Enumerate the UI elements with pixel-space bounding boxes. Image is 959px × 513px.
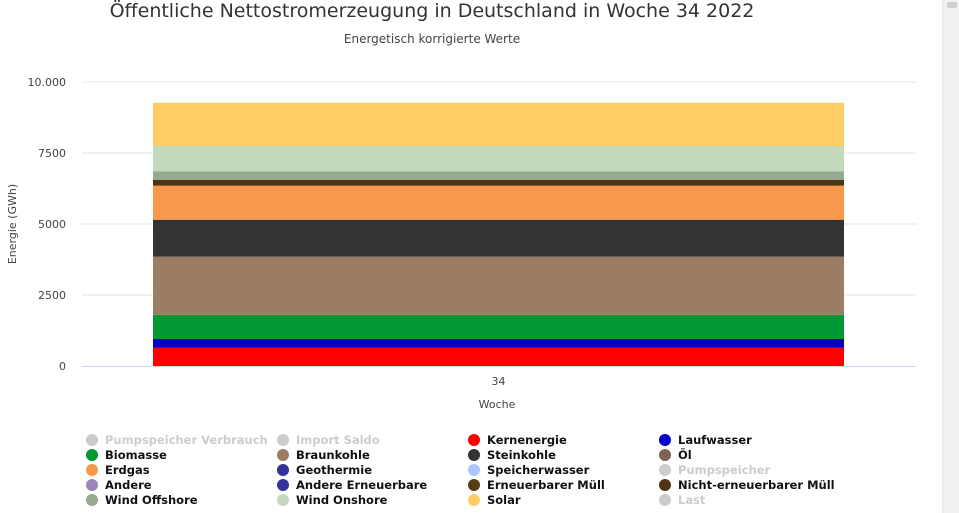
y-tick-label: 10.000 bbox=[28, 76, 67, 89]
legend-label: Erneuerbarer Müll bbox=[487, 477, 605, 492]
legend: Pumpspeicher Verbrauch Import Saldo Kernen… bbox=[86, 432, 866, 507]
legend-marker-icon bbox=[659, 433, 671, 446]
bar-stack bbox=[153, 102, 844, 366]
legend-marker-icon bbox=[277, 448, 289, 461]
legend-marker-icon bbox=[659, 463, 671, 476]
legend-marker-icon bbox=[659, 448, 671, 461]
legend-marker-icon bbox=[659, 478, 671, 491]
chart-subtitle: Energetisch korrigierte Werte bbox=[344, 32, 520, 46]
y-axis-label: Energie (GWh) bbox=[6, 184, 19, 264]
legend-item[interactable]: Nicht-erneuerbarer Müll bbox=[659, 477, 850, 492]
bar-segment-nicht-erneuerbarer-müll[interactable] bbox=[153, 179, 844, 186]
bar-segment-wind-offshore[interactable] bbox=[153, 171, 844, 180]
legend-item[interactable]: Laufwasser bbox=[659, 432, 850, 447]
legend-marker-icon bbox=[468, 463, 480, 476]
bar-segment-braunkohle[interactable] bbox=[153, 256, 844, 315]
legend-marker-icon bbox=[659, 493, 671, 506]
scrollbar[interactable] bbox=[942, 0, 959, 513]
legend-item[interactable]: Last bbox=[659, 492, 850, 507]
legend-marker-icon bbox=[277, 493, 289, 506]
legend-item[interactable]: Wind Onshore bbox=[277, 492, 468, 507]
legend-marker-icon bbox=[86, 463, 98, 476]
legend-label: Geothermie bbox=[296, 462, 373, 477]
legend-marker-icon bbox=[86, 448, 98, 461]
legend-label: Solar bbox=[487, 492, 521, 507]
bar-segment-biomasse[interactable] bbox=[153, 314, 844, 340]
scrollbar-thumb[interactable] bbox=[947, 2, 957, 8]
legend-label: Pumpspeicher Verbrauch bbox=[105, 432, 268, 447]
x-axis-label: Woche bbox=[479, 398, 516, 411]
legend-label: Wind Offshore bbox=[105, 492, 198, 507]
legend-label: Steinkohle bbox=[487, 447, 556, 462]
bar-segment-erdgas[interactable] bbox=[153, 185, 844, 220]
legend-marker-icon bbox=[468, 493, 480, 506]
chart-title: Öffentliche Nettostromerzeugung in Deuts… bbox=[110, 0, 755, 22]
legend-marker-icon bbox=[468, 433, 480, 446]
legend-item[interactable]: Kernenergie bbox=[468, 432, 659, 447]
legend-item[interactable]: Wind Offshore bbox=[86, 492, 277, 507]
legend-marker-icon bbox=[277, 433, 289, 446]
legend-item[interactable]: Andere bbox=[86, 477, 277, 492]
legend-item[interactable]: Erdgas bbox=[86, 462, 277, 477]
bar-segment-laufwasser[interactable] bbox=[153, 339, 844, 348]
legend-marker-icon bbox=[468, 448, 480, 461]
y-tick-label: 5000 bbox=[38, 218, 66, 231]
legend-item[interactable]: Steinkohle bbox=[468, 447, 659, 462]
legend-label: Braunkohle bbox=[296, 447, 370, 462]
legend-label: Speicherwasser bbox=[487, 462, 590, 477]
legend-marker-icon bbox=[86, 433, 98, 446]
bar-segment-kernenergie[interactable] bbox=[153, 347, 844, 366]
x-axis-ticks: 34 bbox=[492, 375, 506, 388]
chart: Öffentliche Nettostromerzeugung in Deuts… bbox=[6, 0, 916, 411]
y-tick-label: 0 bbox=[59, 360, 66, 373]
legend-marker-icon bbox=[277, 478, 289, 491]
legend-item[interactable]: Speicherwasser bbox=[468, 462, 659, 477]
legend-item[interactable]: Geothermie bbox=[277, 462, 468, 477]
legend-label: Öl bbox=[678, 447, 692, 462]
legend-item[interactable]: Import Saldo bbox=[277, 432, 468, 447]
legend-label: Nicht-erneuerbarer Müll bbox=[678, 477, 835, 492]
legend-label: Last bbox=[678, 492, 706, 507]
legend-label: Laufwasser bbox=[678, 432, 752, 447]
legend-label: Kernenergie bbox=[487, 432, 567, 447]
legend-label: Pumpspeicher bbox=[678, 462, 771, 477]
legend-label: Import Saldo bbox=[296, 432, 380, 447]
legend-label: Erdgas bbox=[105, 462, 150, 477]
legend-marker-icon bbox=[86, 478, 98, 491]
legend-item[interactable]: Andere Erneuerbare bbox=[277, 477, 468, 492]
legend-marker-icon bbox=[277, 463, 289, 476]
x-tick-label: 34 bbox=[492, 375, 506, 388]
legend-label: Andere Erneuerbare bbox=[296, 477, 428, 492]
y-axis-ticks: 0 2500 5000 7500 10.000 bbox=[28, 76, 67, 373]
legend-item[interactable]: Solar bbox=[468, 492, 659, 507]
bar-segment-steinkohle[interactable] bbox=[153, 219, 844, 257]
bar-segment-wind-onshore[interactable] bbox=[153, 145, 844, 172]
y-tick-label: 2500 bbox=[38, 289, 66, 302]
legend-item[interactable]: Pumpspeicher Verbrauch bbox=[86, 432, 277, 447]
legend-marker-icon bbox=[86, 493, 98, 506]
legend-item[interactable]: Öl bbox=[659, 447, 850, 462]
y-tick-label: 7500 bbox=[38, 147, 66, 160]
legend-label: Biomasse bbox=[105, 447, 167, 462]
legend-marker-icon bbox=[468, 478, 480, 491]
legend-item[interactable]: Erneuerbarer Müll bbox=[468, 477, 659, 492]
legend-item[interactable]: Pumpspeicher bbox=[659, 462, 850, 477]
legend-label: Andere bbox=[105, 477, 152, 492]
bar-segment-solar[interactable] bbox=[153, 102, 844, 146]
legend-item[interactable]: Biomasse bbox=[86, 447, 277, 462]
legend-label: Wind Onshore bbox=[296, 492, 388, 507]
legend-item[interactable]: Braunkohle bbox=[277, 447, 468, 462]
